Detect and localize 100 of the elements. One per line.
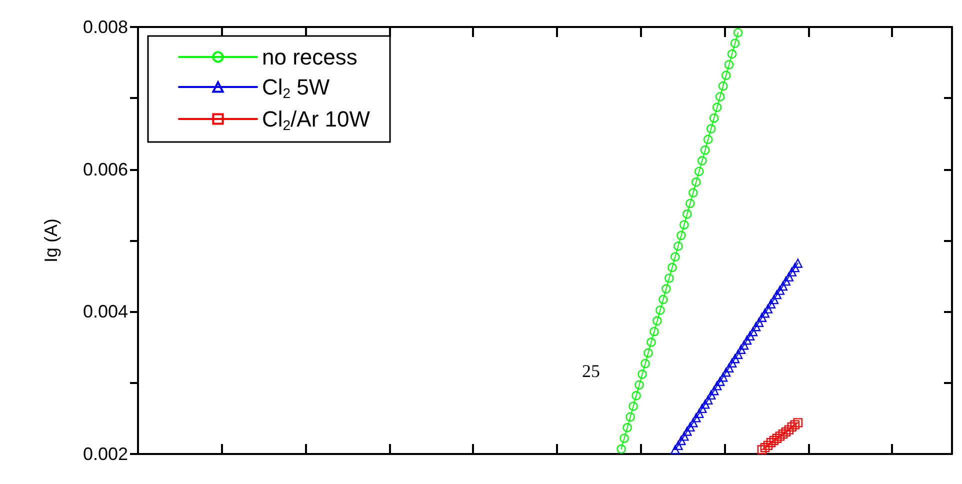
y-tick-label: 0.004: [82, 302, 128, 322]
point: [616, 444, 626, 454]
point: [632, 391, 641, 400]
point: [715, 92, 725, 102]
point: [674, 242, 683, 251]
point: [686, 422, 695, 432]
point: [680, 220, 689, 230]
point: [721, 70, 731, 80]
point: [736, 344, 746, 354]
y-axis-title: Ig (A): [41, 218, 61, 263]
point: [775, 432, 785, 441]
point: [784, 272, 794, 282]
point: [730, 354, 740, 364]
annotation: 25: [582, 361, 600, 381]
point: [622, 423, 632, 432]
point: [680, 432, 689, 441]
point: [760, 308, 770, 318]
point: [662, 284, 671, 294]
point: [733, 350, 743, 359]
point: [706, 390, 716, 400]
point: [692, 413, 701, 422]
point: [676, 230, 686, 240]
point: [781, 276, 791, 286]
point: [751, 322, 761, 332]
point: [793, 258, 802, 268]
point: [790, 262, 800, 272]
point: [718, 81, 728, 91]
point: [674, 440, 683, 450]
point: [644, 348, 653, 358]
point: [709, 386, 719, 396]
point: [638, 370, 647, 379]
point: [769, 436, 779, 446]
point: [709, 113, 719, 123]
point: [712, 381, 722, 390]
point: [682, 426, 692, 436]
point: [688, 188, 698, 198]
point: [652, 316, 662, 326]
point: [772, 434, 782, 443]
point: [712, 102, 722, 112]
point: [664, 274, 674, 283]
point: [733, 28, 743, 38]
point: [682, 210, 692, 219]
point: [730, 38, 740, 48]
point: [700, 146, 710, 155]
point: [781, 427, 791, 437]
y-tick-label: 0.002: [82, 444, 128, 464]
point: [704, 395, 713, 405]
point: [658, 294, 668, 304]
point: [766, 438, 776, 448]
point: [742, 336, 752, 345]
point: [763, 440, 773, 450]
point: [694, 408, 704, 418]
point: [763, 304, 773, 314]
point: [640, 359, 650, 368]
point: [754, 318, 764, 327]
point: [650, 326, 659, 336]
point: [724, 60, 734, 70]
point: [787, 422, 796, 432]
point: [745, 331, 755, 340]
point: [784, 425, 794, 434]
point: [656, 306, 665, 315]
point: [634, 380, 644, 390]
point: [772, 290, 782, 300]
point: [694, 166, 704, 176]
point: [766, 299, 776, 308]
point: [757, 445, 767, 454]
point: [778, 281, 788, 291]
point: [704, 134, 713, 144]
point: [748, 326, 758, 336]
point: [646, 338, 656, 347]
point: [700, 400, 710, 409]
point: [688, 418, 698, 428]
point: [692, 178, 701, 187]
point: [721, 368, 731, 377]
point: [686, 198, 695, 208]
point: [698, 404, 707, 414]
point: [727, 49, 737, 59]
point: [760, 442, 770, 452]
point: [778, 429, 788, 439]
point: [670, 445, 680, 454]
point: [739, 340, 749, 350]
point: [670, 252, 680, 262]
point: [718, 372, 728, 382]
point: [698, 156, 707, 166]
point: [706, 124, 716, 134]
point: [790, 420, 800, 430]
legend-label: no recess: [262, 44, 358, 70]
point: [793, 418, 802, 428]
point: [628, 402, 638, 411]
point: [787, 267, 796, 276]
y-tick-label: 0.006: [82, 159, 128, 180]
point: [757, 312, 767, 322]
point: [668, 262, 677, 272]
y-tick-label: 0.008: [82, 17, 128, 37]
point: [724, 363, 734, 372]
point: [715, 376, 725, 386]
point: [626, 412, 635, 422]
point: [769, 294, 779, 304]
point: [775, 286, 785, 295]
point: [727, 358, 737, 368]
